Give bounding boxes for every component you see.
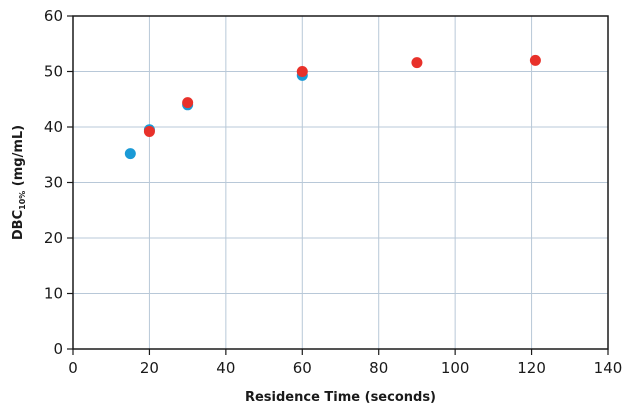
grid	[73, 16, 608, 349]
y-tick-label: 50	[44, 63, 63, 81]
series-2-point	[182, 97, 194, 109]
y-axis-title-subscript: 10%	[18, 191, 27, 210]
y-tick-label: 10	[44, 285, 63, 303]
y-tick-label: 60	[44, 7, 63, 25]
x-tick-label: 120	[517, 359, 546, 377]
y-tick-label: 40	[44, 118, 63, 136]
y-axis-title-unit: (mg/mL)	[11, 125, 26, 191]
plot-frame	[72, 15, 609, 350]
x-tick-label: 20	[140, 359, 159, 377]
x-tick-label: 80	[369, 359, 388, 377]
series-2-point	[296, 66, 308, 77]
data-points	[124, 54, 541, 160]
x-axis-title: Residence Time (seconds)	[245, 390, 436, 404]
x-tick-label: 100	[441, 359, 470, 377]
y-tick-label: 30	[44, 174, 63, 192]
series-2-point	[529, 54, 541, 66]
y-tick-label: 20	[44, 229, 63, 247]
y-axis-title: DBC10% (mg/mL)	[11, 125, 27, 240]
x-tick-label: 60	[293, 359, 312, 377]
y-tick-label: 0	[53, 340, 63, 358]
y-axis-title-main: DBC	[11, 210, 26, 240]
series-1-point	[124, 148, 136, 160]
axis-ticks: 0 20 40 60 80 100 120 140 0 10 20 30 40 50 60	[44, 7, 622, 377]
series-2-point	[143, 125, 155, 137]
x-tick-label: 140	[594, 359, 623, 377]
x-tick-label: 0	[68, 359, 78, 377]
series-2-point	[411, 57, 423, 69]
x-tick-label: 40	[216, 359, 235, 377]
